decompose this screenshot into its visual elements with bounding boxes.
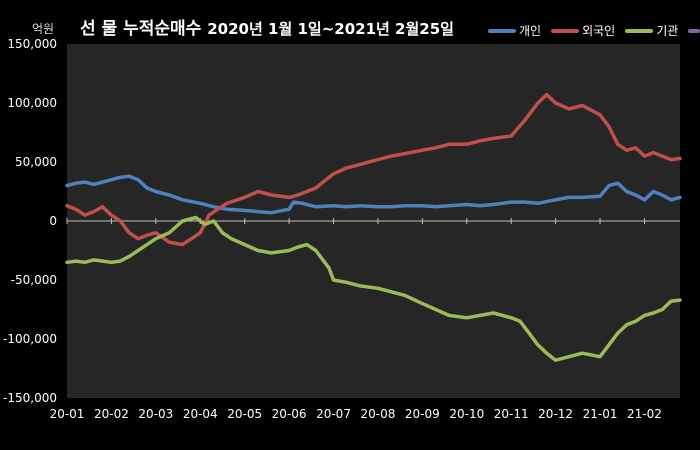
legend-label-foreign: 외국인 [582,24,616,38]
x-tick-label: 21-02 [627,407,662,421]
series-line-individual [65,174,682,215]
x-tick-label: 20-09 [405,407,440,421]
y-tick-label: 50,000 [15,155,57,169]
x-tick-label: 21-01 [583,407,618,421]
x-axis: 20-01 20-02 20-03 20-04 20-05 20-06 20-07 20-08… [50,218,662,421]
x-tick-label: 20-11 [494,407,529,421]
x-tick-label: 20-03 [138,407,173,421]
y-axis: 150,000 100,000 50,000 0 -50,000 -100,000 -150… [3,37,680,405]
legend-item-institution: 기관 [625,22,678,39]
series-lines [65,92,682,362]
x-tick-label: 20-06 [272,407,307,421]
x-tick-label: 20-04 [183,407,218,421]
chart-title: 선 물 누적순매수 2020년 1월 1일~2021년 2월25일 [80,14,454,39]
legend-swatch-institution [625,28,654,33]
chart-title-date: 2020년 1월 1일~2021년 2월25일 [207,20,454,38]
x-tick-label: 20-08 [361,407,396,421]
legend-item-other [688,28,700,33]
legend-swatch-individual [488,28,516,33]
x-tick-label: 20-02 [94,407,129,421]
y-tick-label: -150,000 [3,391,57,405]
y-tick-label: -100,000 [3,332,57,346]
legend: 개인 외국인 기관 [488,22,700,39]
legend-item-foreign: 외국인 [551,22,615,39]
y-tick-label: 150,000 [7,37,57,51]
x-tick-label: 20-01 [50,407,85,421]
series-line-foreign [65,92,682,247]
x-tick-label: 20-05 [227,407,262,421]
legend-swatch-other [688,28,700,33]
x-tick-label: 20-10 [449,407,484,421]
legend-label-institution: 기관 [656,24,679,38]
y-tick-label: -50,000 [11,273,57,287]
y-axis-unit-label: 억원 [32,22,55,36]
legend-item-individual: 개인 [488,22,541,39]
chart-title-main: 선 물 누적순매수 [80,19,202,39]
y-tick-label: 100,000 [7,96,57,110]
legend-label-individual: 개인 [519,24,542,38]
series-line-institution [65,215,682,362]
legend-swatch-foreign [551,28,580,33]
x-tick-label: 20-12 [538,407,573,421]
x-tick-label: 20-07 [316,407,351,421]
y-tick-label: 0 [49,214,57,228]
